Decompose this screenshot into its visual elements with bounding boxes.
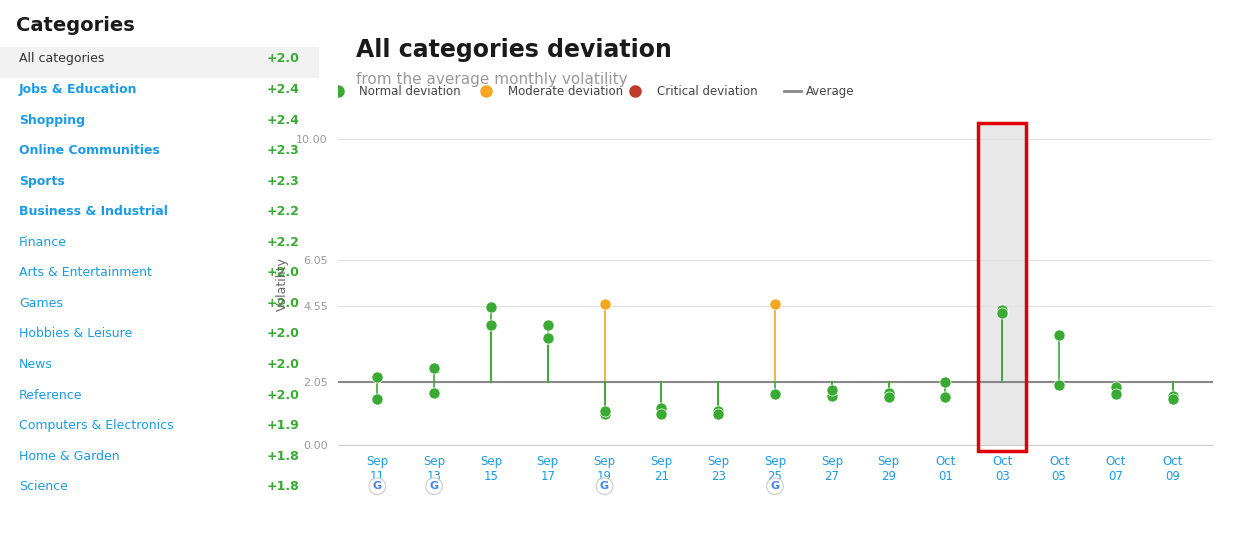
Text: Reference: Reference [19, 389, 82, 401]
Text: Shopping: Shopping [19, 114, 85, 126]
Text: +1.8: +1.8 [268, 480, 300, 493]
Text: +2.0: +2.0 [266, 327, 300, 340]
Text: Finance: Finance [19, 236, 68, 249]
Text: +2.0: +2.0 [266, 358, 300, 371]
FancyBboxPatch shape [0, 47, 319, 78]
Text: Normal deviation: Normal deviation [360, 85, 461, 98]
Text: G: G [770, 481, 780, 491]
Text: Moderate deviation: Moderate deviation [508, 85, 624, 98]
Text: +1.9: +1.9 [268, 419, 300, 432]
Text: All categories: All categories [19, 53, 105, 65]
Text: +2.2: +2.2 [266, 236, 300, 249]
Text: G: G [372, 481, 381, 491]
Text: Computers & Electronics: Computers & Electronics [19, 419, 174, 432]
Text: from the average monthly volatility: from the average monthly volatility [356, 72, 628, 87]
Text: Online Communities: Online Communities [19, 144, 160, 157]
Text: +2.0: +2.0 [266, 53, 300, 65]
Text: Business & Industrial: Business & Industrial [19, 205, 168, 218]
Text: Critical deviation: Critical deviation [658, 85, 758, 98]
Text: Jobs & Education: Jobs & Education [19, 83, 138, 96]
Text: +2.0: +2.0 [266, 266, 300, 279]
Text: All categories deviation: All categories deviation [356, 38, 672, 62]
Text: Sports: Sports [19, 175, 65, 188]
Text: Arts & Entertainment: Arts & Entertainment [19, 266, 152, 279]
Text: +2.2: +2.2 [266, 205, 300, 218]
Text: +2.3: +2.3 [268, 144, 300, 157]
Text: +1.8: +1.8 [268, 450, 300, 463]
Text: News: News [19, 358, 53, 371]
Text: +2.0: +2.0 [266, 297, 300, 310]
Y-axis label: Volatility: Volatility [276, 257, 289, 311]
Text: +2.4: +2.4 [266, 83, 300, 96]
Text: Home & Garden: Home & Garden [19, 450, 120, 463]
Bar [980, 123, 1025, 445]
Text: +2.3: +2.3 [268, 175, 300, 188]
Text: G: G [600, 481, 609, 491]
Text: +2.4: +2.4 [266, 114, 300, 126]
Text: Science: Science [19, 480, 68, 493]
Text: Categories: Categories [16, 16, 135, 35]
Text: G: G [430, 481, 439, 491]
Text: Average: Average [806, 85, 854, 98]
Text: Hobbies & Leisure: Hobbies & Leisure [19, 327, 132, 340]
Text: +2.0: +2.0 [266, 389, 300, 401]
Bar [979, 123, 1026, 451]
Text: Games: Games [19, 297, 63, 310]
